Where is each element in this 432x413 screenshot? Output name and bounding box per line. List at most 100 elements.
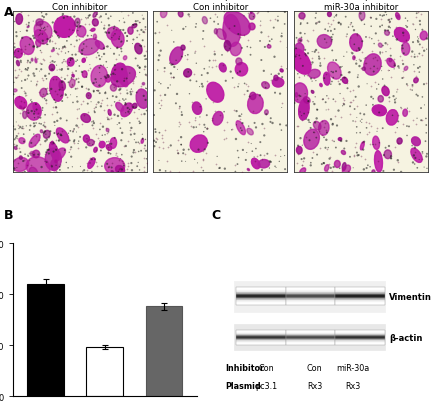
Point [324,130,330,136]
Point [172,101,179,107]
Point [136,70,143,76]
Point [362,156,368,163]
Point [59,98,66,105]
Point [57,94,64,100]
Point [65,80,72,86]
Point [373,86,380,93]
Point [312,16,319,22]
Point [349,51,356,57]
Ellipse shape [338,138,342,141]
Point [37,23,44,30]
Point [42,123,49,130]
Point [127,120,133,127]
Point [116,52,123,59]
Point [158,133,165,140]
Point [176,104,183,111]
Point [128,154,135,161]
Point [272,90,279,97]
Point [245,10,252,17]
Point [243,150,250,157]
Ellipse shape [364,55,381,76]
Point [47,38,54,45]
Point [64,95,70,102]
Point [137,20,143,27]
Point [56,138,63,145]
Point [257,140,264,146]
Point [10,92,17,98]
Point [62,44,69,51]
Point [18,60,25,66]
Point [346,154,353,161]
Point [114,122,121,128]
Ellipse shape [389,59,392,63]
Point [313,11,320,17]
Point [111,135,118,142]
Point [162,93,168,99]
Point [335,108,342,114]
Point [360,167,367,173]
Bar [236,335,286,336]
Ellipse shape [27,104,41,121]
Point [59,45,66,52]
Point [83,16,90,22]
Ellipse shape [299,99,309,121]
Ellipse shape [93,35,96,40]
Point [278,101,285,107]
Point [363,102,370,109]
Ellipse shape [411,149,422,163]
Point [31,36,38,42]
Point [66,60,73,67]
Point [90,88,97,95]
Point [200,28,207,35]
Point [136,119,143,125]
Ellipse shape [248,95,263,114]
Point [352,94,359,101]
Point [117,156,124,162]
Point [357,111,364,117]
Point [19,126,25,132]
Point [326,161,333,168]
Point [388,75,394,81]
Ellipse shape [378,44,382,48]
Point [190,125,197,131]
Point [11,68,18,74]
Point [58,133,65,140]
Point [121,78,127,85]
Point [38,50,44,56]
Point [186,120,193,126]
Ellipse shape [258,160,270,169]
Point [341,75,348,81]
Point [30,44,37,51]
Point [238,112,245,118]
Point [385,143,392,150]
Point [317,61,324,67]
Point [122,31,129,37]
Point [410,40,416,46]
Point [21,100,28,106]
Point [97,104,104,110]
Point [101,22,108,29]
Point [201,66,208,73]
Point [413,116,420,122]
Point [91,35,98,41]
Point [151,144,158,150]
Point [43,101,50,107]
Ellipse shape [372,171,375,174]
Point [346,22,353,28]
Point [10,123,17,130]
Point [367,66,374,72]
Point [68,84,75,90]
Point [402,16,409,22]
Ellipse shape [178,12,183,18]
Point [257,22,264,29]
Point [237,34,244,41]
Point [235,84,241,91]
Ellipse shape [184,70,191,78]
Point [105,164,112,171]
Point [32,123,38,130]
Point [297,22,304,28]
Point [366,142,373,148]
Point [124,38,130,45]
Bar [335,290,385,291]
Point [139,136,146,143]
